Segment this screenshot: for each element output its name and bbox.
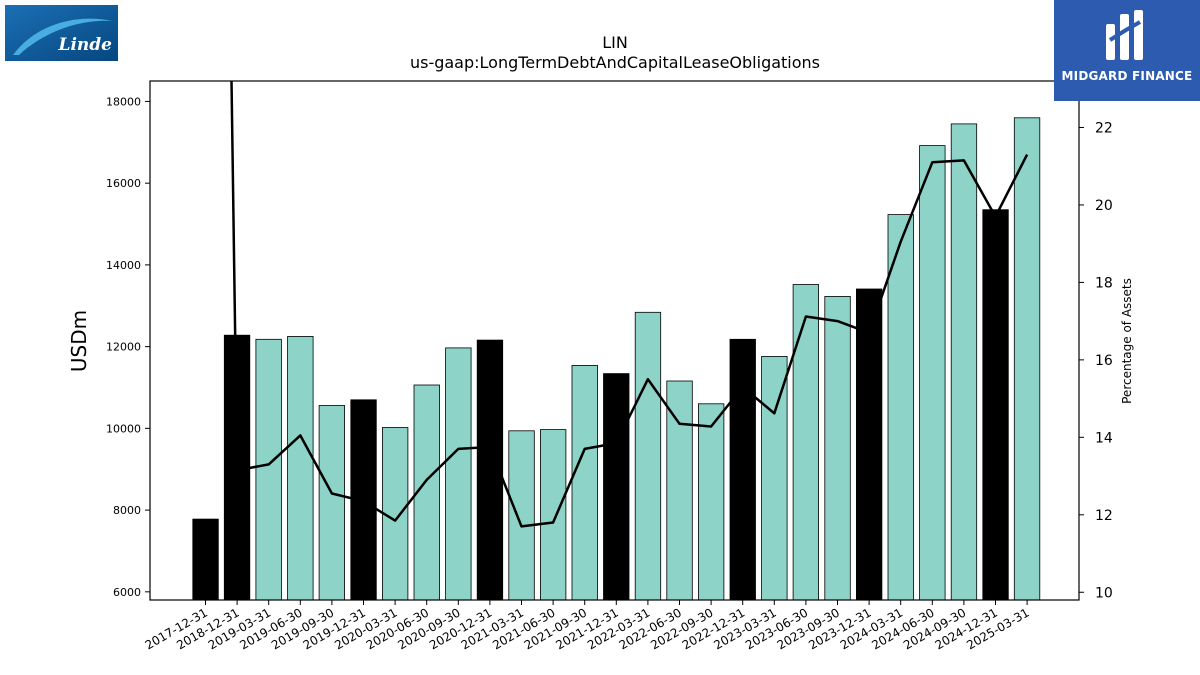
y-tick-label-14000: 14000 (106, 259, 141, 272)
bar-2021-03-31 (508, 430, 535, 601)
y-tick-label-10000: 10000 (106, 422, 141, 435)
chart-title: LIN (602, 33, 628, 52)
y2-tick-label-14: 14 (1095, 430, 1113, 446)
bar-2022-06-30 (666, 380, 693, 601)
bar-2024-03-31 (887, 214, 914, 601)
y2-axis-label: Percentage of Assets (1120, 278, 1134, 404)
bar-2023-09-30 (824, 295, 851, 601)
bar-2024-12-31 (982, 209, 1009, 601)
bar-2023-12-31 (856, 288, 883, 601)
midgard-logo-mark (1106, 10, 1143, 60)
y-tick-label-16000: 16000 (106, 177, 141, 190)
linde-logo: Linde (5, 5, 118, 61)
y-tick-label-12000: 12000 (106, 341, 141, 354)
linde-logo-graphic (5, 5, 118, 61)
bar-2019-06-30 (287, 335, 314, 601)
plot-frame (149, 80, 1080, 601)
y2-tick-label-10: 10 (1095, 585, 1113, 601)
bar-2019-03-31 (255, 338, 282, 601)
chart-subtitle: us-gaap:LongTermDebtAndCapitalLeaseOblig… (410, 53, 820, 72)
bar-2024-09-30 (950, 123, 978, 601)
bar-group (192, 117, 1041, 601)
bar-2020-09-30 (445, 347, 472, 601)
y2-tick-label-22: 22 (1095, 120, 1113, 136)
midgard-logo-text: MIDGARD FINANCE (1061, 69, 1193, 83)
y2-tick-label-16: 16 (1095, 353, 1113, 369)
bar-2024-06-30 (919, 145, 946, 601)
midgard-finance-logo: MIDGARD FINANCE (1054, 0, 1200, 101)
percentage-of-assets-line (230, 81, 1029, 528)
y-tick-label-18000: 18000 (106, 95, 141, 108)
bar-2023-06-30 (792, 284, 819, 601)
bar-2022-09-30 (698, 403, 725, 601)
bar-2023-03-31 (761, 355, 788, 601)
y-axis-label: USDm (67, 310, 91, 372)
bar-2022-12-31 (729, 338, 756, 601)
bar-2021-09-30 (571, 364, 598, 601)
linde-logo-text: Linde (58, 35, 112, 55)
bar-2025-03-31 (1013, 117, 1041, 601)
bar-2017-12-31 (192, 518, 219, 601)
bar-2022-03-31 (634, 311, 662, 601)
y-tick-label-8000: 8000 (113, 504, 141, 517)
bar-2020-03-31 (381, 427, 409, 601)
y2-tick-label-18: 18 (1095, 275, 1113, 291)
bar-2021-06-30 (540, 429, 567, 601)
bar-2019-09-30 (318, 405, 346, 601)
y-tick-label-6000: 6000 (113, 586, 141, 599)
bar-2021-12-31 (603, 373, 630, 601)
y2-tick-label-20: 20 (1095, 198, 1113, 214)
y2-tick-label-12: 12 (1095, 508, 1113, 524)
line-group (230, 81, 1029, 528)
